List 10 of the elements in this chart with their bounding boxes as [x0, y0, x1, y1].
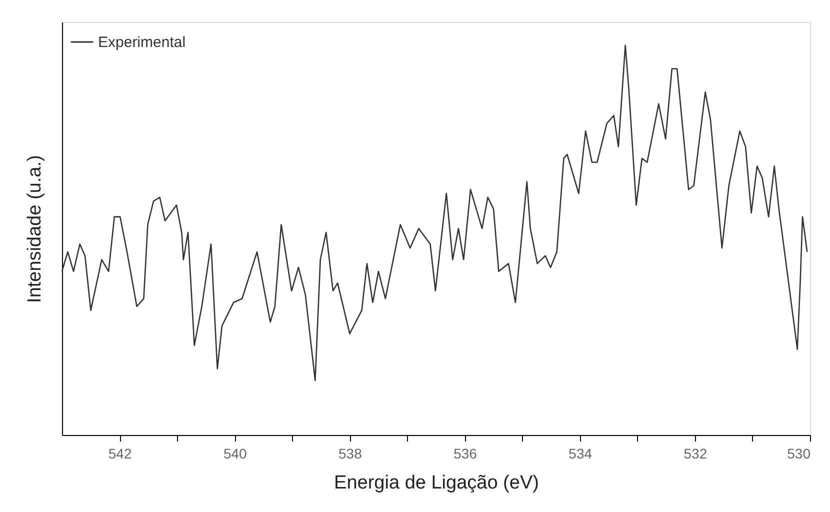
x-tick-label: 534 — [568, 446, 592, 462]
x-tick-label: 532 — [684, 446, 708, 462]
x-axis-title: Energia de Ligação (eV) — [334, 472, 539, 494]
x-tick-label: 530 — [787, 446, 811, 462]
x-tick-label: 536 — [454, 446, 478, 462]
x-tick-label: 538 — [338, 446, 362, 462]
y-axis-title: Intensidade (u.a.) — [24, 155, 46, 303]
legend-label: Experimental — [98, 34, 186, 51]
x-tick-label: 542 — [108, 446, 132, 462]
x-tick-label: 540 — [223, 446, 248, 462]
